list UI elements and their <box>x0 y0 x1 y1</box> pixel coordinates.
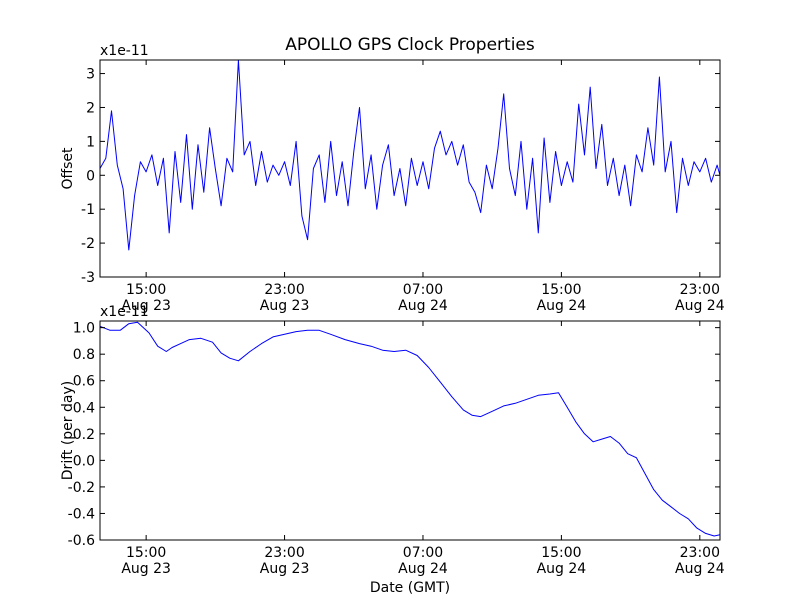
y-axis-label: Drift (per day) <box>60 381 76 480</box>
x-tick-time-label: 15:00 <box>126 545 166 561</box>
x-tick-date-label: Aug 24 <box>675 298 725 314</box>
x-tick-time-label: 15:00 <box>541 282 581 298</box>
plot-frame <box>99 320 721 541</box>
x-axis-label: Date (GMT) <box>370 580 450 596</box>
y-tick-label: 0.6 <box>73 374 95 390</box>
x-tick-time-label: 07:00 <box>403 282 443 298</box>
x-tick-date-label: Aug 24 <box>398 298 448 314</box>
y-tick-label: 2 <box>86 100 95 116</box>
y-tick-label: 0.2 <box>73 427 95 443</box>
series-line-0 <box>100 60 720 251</box>
x-tick-date-label: Aug 23 <box>260 561 310 577</box>
y-tick-label: 3 <box>86 67 95 83</box>
x-tick-date-label: Aug 23 <box>121 298 171 314</box>
y-tick-label: 0.8 <box>73 347 95 363</box>
y-scale-offset-label: x1e-11 <box>100 304 149 320</box>
y-axis-label: Offset <box>60 147 76 190</box>
y-tick-label: 0.0 <box>73 453 95 469</box>
x-tick-time-label: 23:00 <box>264 282 304 298</box>
y-scale-offset-label: x1e-11 <box>100 43 149 59</box>
y-tick-label: 0.4 <box>73 400 95 416</box>
y-tick-label: -0.2 <box>68 480 95 496</box>
x-tick-date-label: Aug 24 <box>537 298 587 314</box>
y-tick-label: -0.4 <box>68 506 95 522</box>
y-tick-label: -1 <box>81 202 95 218</box>
y-tick-label: -3 <box>81 270 95 286</box>
x-tick-date-label: Aug 23 <box>121 561 171 577</box>
chart-title: APOLLO GPS Clock Properties <box>285 35 535 55</box>
x-tick-time-label: 23:00 <box>680 545 720 561</box>
x-tick-time-label: 23:00 <box>264 545 304 561</box>
y-tick-label: -2 <box>81 236 95 252</box>
x-tick-date-label: Aug 24 <box>675 561 725 577</box>
x-tick-date-label: Aug 24 <box>537 561 587 577</box>
x-tick-time-label: 15:00 <box>126 282 166 298</box>
y-tick-label: -0.6 <box>68 533 95 549</box>
x-tick-time-label: 15:00 <box>541 545 581 561</box>
y-tick-label: 1 <box>86 134 95 150</box>
y-tick-label: 0 <box>86 168 95 184</box>
y-tick-label: 1.0 <box>73 321 95 337</box>
x-tick-time-label: 23:00 <box>680 282 720 298</box>
x-tick-time-label: 07:00 <box>403 545 443 561</box>
series-line-0 <box>100 321 720 537</box>
x-tick-date-label: Aug 23 <box>260 298 310 314</box>
plot-frame <box>99 59 721 278</box>
x-tick-date-label: Aug 24 <box>398 561 448 577</box>
